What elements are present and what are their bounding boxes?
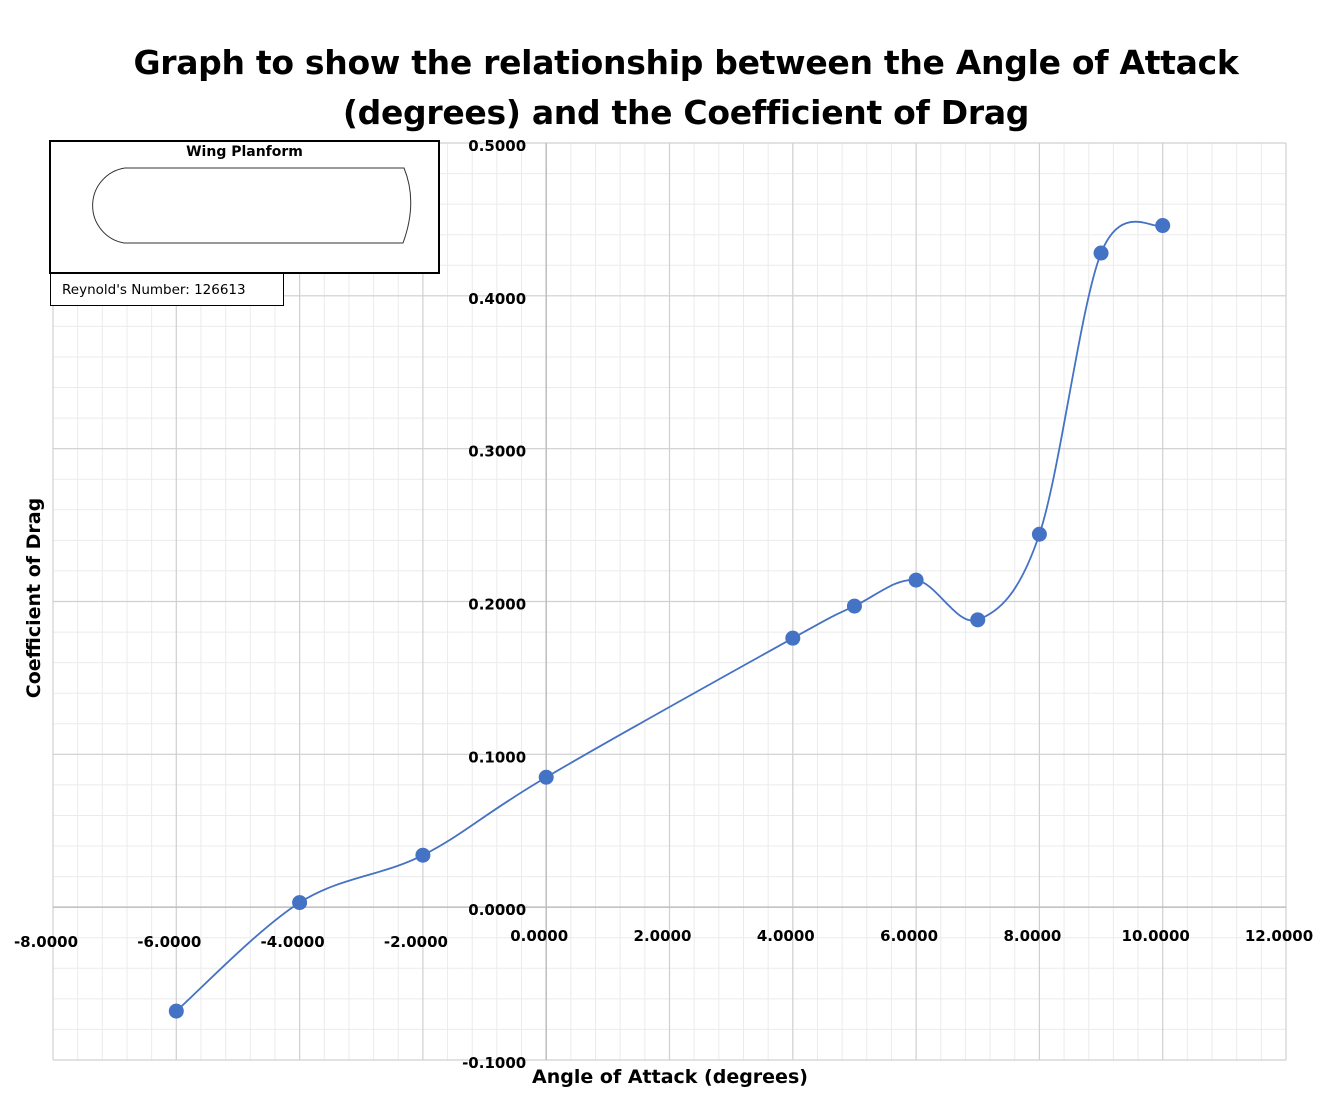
y-tick-label: -0.1000 [462, 1054, 526, 1072]
x-tick-label: 0.0000 [510, 927, 568, 945]
x-tick-label: 10.0000 [1122, 927, 1190, 945]
x-tick-label: -8.0000 [14, 933, 78, 951]
y-tick-label: 0.4000 [468, 290, 526, 308]
data-point [292, 895, 308, 911]
wing-planform-title: Wing Planform [186, 144, 303, 160]
x-tick-label: -4.0000 [261, 933, 325, 951]
data-point [168, 1003, 184, 1019]
y-tick-label: 0.3000 [468, 443, 526, 461]
axes [53, 143, 1286, 1060]
y-tick-label: 0.2000 [468, 596, 526, 614]
y-tick-label: 0.0000 [468, 901, 526, 919]
x-tick-label: -6.0000 [137, 933, 201, 951]
chart-title-line-2: (degrees) and the Coefficient of Drag [342, 93, 1030, 132]
reynolds-number-label: Reynold's Number: 126613 [50, 273, 284, 306]
y-axis-title: Coefficient of Drag [23, 497, 45, 699]
data-point [785, 630, 801, 646]
x-tick-label: 4.0000 [757, 927, 815, 945]
data-point [846, 598, 862, 614]
x-tick-label: 8.0000 [1003, 927, 1061, 945]
x-axis-title: Angle of Attack (degrees) [532, 1066, 808, 1088]
data-point [1155, 218, 1171, 234]
data-point [415, 847, 431, 863]
x-tick-labels: -8.0000 -6.0000 -4.0000 -2.0000 0.0000 2.0000… [14, 927, 1313, 951]
wing-planform-shape-icon [92, 167, 412, 244]
data-point [538, 769, 554, 785]
chart-title-line-1: Graph to show the relationship between t… [133, 43, 1239, 82]
data-point [1093, 245, 1109, 261]
x-tick-label: 6.0000 [880, 927, 938, 945]
series-line [175, 220, 1164, 1012]
y-tick-label: 0.1000 [468, 748, 526, 766]
wing-planform-box: Wing Planform [49, 140, 440, 274]
y-tick-label: 0.5000 [468, 137, 526, 155]
data-point [970, 612, 986, 628]
data-point [1031, 526, 1047, 542]
y-tick-labels: -0.1000 0.0000 0.1000 0.2000 0.3000 0.4000 0.5… [462, 137, 526, 1072]
series-line-group [175, 220, 1164, 1012]
x-tick-label: 2.0000 [634, 927, 692, 945]
x-tick-label: -2.0000 [384, 933, 448, 951]
series-points-group [168, 218, 1171, 1019]
data-point [908, 572, 924, 588]
x-tick-label: 12.0000 [1245, 927, 1313, 945]
